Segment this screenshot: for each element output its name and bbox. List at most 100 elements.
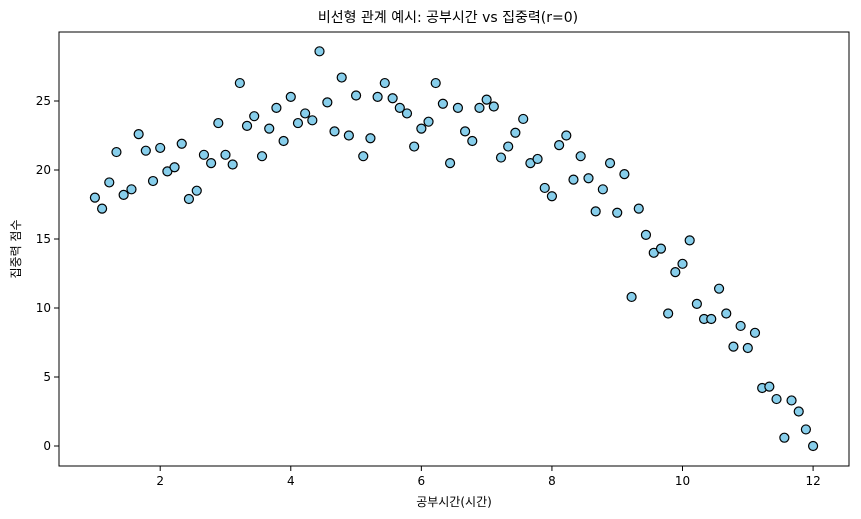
data-point (278, 135, 289, 147)
data-point (118, 189, 129, 200)
x-tick-label: 2 (156, 474, 164, 488)
data-point (568, 174, 579, 185)
data-point (104, 177, 115, 188)
data-point (111, 146, 122, 158)
data-point (285, 91, 296, 102)
data-point (779, 432, 790, 443)
data-point (133, 129, 144, 140)
data-point (575, 151, 586, 162)
data-point (518, 113, 529, 125)
data-points (89, 46, 819, 452)
plot-frame (58, 31, 850, 467)
data-point (329, 126, 340, 137)
data-point (554, 140, 565, 151)
x-tick-label: 10 (675, 474, 690, 488)
data-point (503, 141, 514, 152)
data-point (249, 111, 260, 122)
data-point (604, 158, 616, 169)
data-point (241, 120, 253, 131)
data-point (655, 243, 667, 254)
data-point (691, 298, 702, 309)
data-point (539, 182, 550, 194)
data-point (612, 207, 623, 218)
x-tick-label: 4 (287, 474, 295, 488)
y-tick-label: 10 (36, 301, 51, 315)
data-point (314, 46, 325, 57)
data-point (633, 203, 644, 214)
data-point (300, 108, 311, 119)
data-point (786, 395, 797, 406)
data-point (721, 308, 732, 319)
data-point (706, 313, 717, 325)
data-point (546, 191, 558, 202)
data-point (256, 151, 268, 162)
data-point (474, 102, 485, 114)
data-point (807, 440, 819, 452)
y-tick-label: 15 (36, 232, 51, 246)
data-point (169, 162, 180, 173)
chart-title: 비선형 관계 예시: 공부시간 vs 집중력(r=0) (318, 10, 578, 26)
data-point (713, 283, 725, 294)
data-point (220, 149, 231, 160)
data-point (663, 308, 674, 319)
data-point (336, 72, 347, 83)
y-tick-label: 0 (43, 439, 51, 453)
data-point (590, 206, 601, 217)
y-axis-label: 집중력 점수 (9, 219, 23, 278)
data-point (677, 258, 688, 269)
x-tick-label: 12 (805, 474, 820, 488)
data-point (728, 341, 739, 352)
data-point (372, 91, 383, 102)
data-point (387, 93, 398, 104)
data-point (430, 77, 441, 89)
data-point (561, 130, 572, 141)
data-point (227, 159, 238, 170)
x-tick-label: 8 (548, 474, 556, 488)
data-point (597, 184, 608, 195)
data-point (292, 117, 304, 129)
data-point (619, 169, 630, 180)
data-point (140, 145, 151, 156)
data-point (394, 102, 405, 114)
data-point (749, 327, 761, 338)
y-axis: 0 5 10 15 20 25 (36, 94, 59, 453)
data-point (460, 126, 471, 137)
data-point (532, 153, 543, 165)
y-tick-label: 25 (36, 94, 51, 108)
data-point (793, 406, 804, 417)
data-point (234, 77, 245, 89)
data-point (96, 203, 108, 214)
data-point (176, 138, 187, 149)
y-tick-label: 20 (36, 163, 51, 177)
data-point (771, 393, 782, 405)
data-point (409, 141, 420, 152)
data-point (583, 173, 594, 184)
x-axis: 2 4 6 8 10 12 (156, 466, 821, 488)
data-point (626, 291, 637, 303)
data-point (742, 342, 753, 354)
data-point (213, 117, 224, 129)
data-point (198, 149, 210, 160)
data-point (365, 133, 376, 144)
x-axis-label: 공부시간(시간) (416, 495, 492, 509)
data-point (126, 184, 137, 195)
data-point (147, 175, 159, 187)
data-point (800, 424, 812, 435)
data-point (437, 98, 448, 109)
data-point (510, 127, 521, 138)
data-point (264, 123, 275, 134)
data-point (416, 123, 427, 134)
data-point (481, 94, 492, 105)
data-point (423, 116, 434, 127)
data-point (488, 101, 499, 112)
data-point (307, 115, 318, 126)
data-point (271, 102, 282, 114)
data-point (670, 267, 681, 278)
data-point (452, 102, 464, 114)
data-point (444, 158, 456, 169)
data-point (183, 193, 195, 205)
data-point (467, 135, 478, 147)
data-point (684, 235, 695, 246)
